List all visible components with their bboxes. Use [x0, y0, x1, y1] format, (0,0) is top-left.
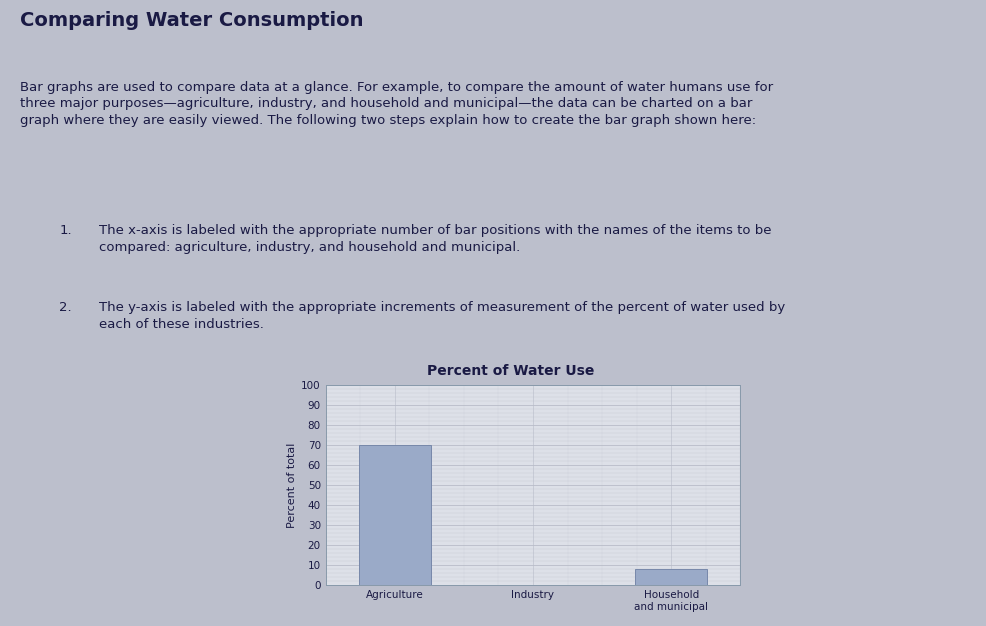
Text: Percent of Water Use: Percent of Water Use	[427, 364, 594, 377]
Text: 1.: 1.	[59, 224, 72, 237]
Text: Bar graphs are used to compare data at a glance. For example, to compare the amo: Bar graphs are used to compare data at a…	[20, 81, 772, 126]
Text: Comparing Water Consumption: Comparing Water Consumption	[20, 11, 363, 29]
Text: The x-axis is labeled with the appropriate number of bar positions with the name: The x-axis is labeled with the appropria…	[99, 224, 770, 254]
Y-axis label: Percent of total: Percent of total	[287, 443, 297, 528]
Text: The y-axis is labeled with the appropriate increments of measurement of the perc: The y-axis is labeled with the appropria…	[99, 302, 784, 331]
Bar	[359, 445, 430, 585]
Bar	[635, 569, 706, 585]
Text: 2.: 2.	[59, 302, 72, 314]
